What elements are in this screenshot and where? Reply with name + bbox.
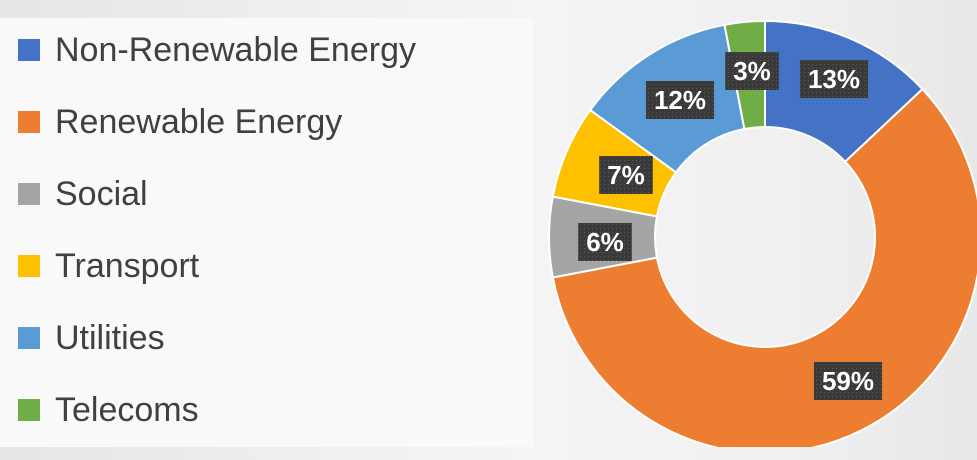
legend-swatch xyxy=(18,39,40,61)
legend-label: Non-Renewable Energy xyxy=(55,31,416,69)
data-label-non-renewable-energy: 13% xyxy=(799,60,869,98)
data-label-social: 6% xyxy=(578,223,632,261)
legend-label: Transport xyxy=(55,247,200,285)
legend-swatch xyxy=(18,255,40,277)
data-label-renewable-energy: 59% xyxy=(813,362,883,400)
donut-slice-renewable-energy xyxy=(551,87,977,447)
data-label-texture xyxy=(799,60,869,98)
chart-legend: Non-Renewable Energy Renewable Energy So… xyxy=(18,28,416,460)
data-label-texture xyxy=(599,156,653,194)
legend-label: Renewable Energy xyxy=(55,103,343,141)
data-label-texture xyxy=(578,223,632,261)
data-label-texture xyxy=(645,81,715,119)
data-label-text: 12% xyxy=(654,85,706,115)
legend-panel xyxy=(0,18,533,447)
data-label-utilities: 12% xyxy=(645,81,715,119)
data-label-texture xyxy=(725,52,779,90)
donut-data-labels: 13% 59% 6% 7% 12% 3% xyxy=(578,52,883,400)
legend-swatch xyxy=(18,327,40,349)
legend-item-transport: Transport xyxy=(18,244,416,316)
data-label-text: 3% xyxy=(733,56,771,86)
legend-label: Telecoms xyxy=(55,391,199,429)
donut-chart: 13% 59% 6% 7% 12% 3% xyxy=(548,19,977,447)
legend-swatch xyxy=(18,399,40,421)
legend-item-non-renewable-energy: Non-Renewable Energy xyxy=(18,28,416,100)
data-label-text: 59% xyxy=(822,366,874,396)
legend-item-renewable-energy: Renewable Energy xyxy=(18,100,416,172)
legend-label: Utilities xyxy=(55,319,165,357)
legend-label: Social xyxy=(55,175,148,213)
legend-item-utilities: Utilities xyxy=(18,316,416,388)
data-label-text: 6% xyxy=(586,227,624,257)
data-label-texture xyxy=(813,362,883,400)
data-label-telecoms: 3% xyxy=(725,52,779,90)
legend-swatch xyxy=(18,183,40,205)
data-label-text: 13% xyxy=(808,64,860,94)
data-label-transport: 7% xyxy=(599,156,653,194)
legend-item-telecoms: Telecoms xyxy=(18,388,416,460)
legend-item-social: Social xyxy=(18,172,416,244)
legend-swatch xyxy=(18,111,40,133)
data-label-text: 7% xyxy=(607,160,645,190)
